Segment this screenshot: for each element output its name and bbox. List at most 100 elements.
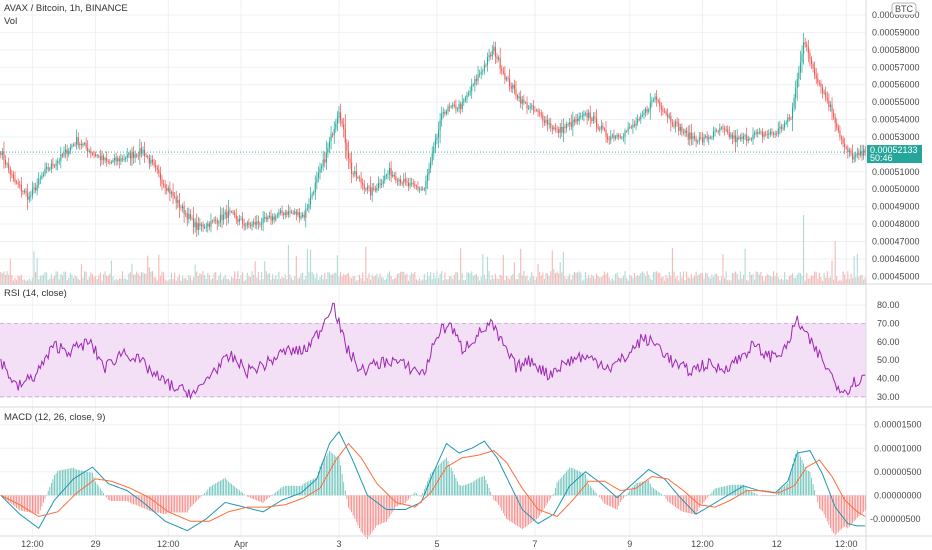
symbol-title[interactable]: AVAX / Bitcoin, 1h, BINANCE <box>4 3 128 14</box>
candle <box>328 136 331 154</box>
volume-bar <box>306 248 308 285</box>
candle <box>456 106 459 113</box>
volume-bar <box>493 278 495 285</box>
candle <box>368 184 370 192</box>
candle <box>61 152 63 159</box>
candle <box>308 198 310 213</box>
volume-bar <box>507 277 509 285</box>
volume-bar <box>720 276 722 285</box>
volume-bar <box>640 273 642 285</box>
volume-bar <box>0 272 2 285</box>
candle <box>319 162 321 180</box>
candle <box>430 157 432 174</box>
volume-bar <box>577 272 579 285</box>
candle <box>343 117 345 138</box>
candle <box>755 129 757 137</box>
candle <box>547 114 549 132</box>
volume-bar <box>864 277 866 285</box>
volume-bar <box>449 276 451 285</box>
candle <box>325 140 327 171</box>
macd-axis[interactable]: 0.00001500 0.00001000 0.00000500 0.00000000… <box>870 420 922 524</box>
volume-bar <box>158 254 160 285</box>
macd-title[interactable]: MACD (12, 26, close, 9) <box>4 412 105 423</box>
candle <box>592 112 594 124</box>
candle <box>276 212 278 219</box>
volume-bar <box>407 280 410 285</box>
volume-bar <box>626 277 628 285</box>
volume-bar <box>47 279 49 285</box>
candle <box>303 210 305 221</box>
volume-bar <box>186 279 188 285</box>
volume-bar <box>679 272 681 285</box>
candle <box>208 221 210 231</box>
volume-bar <box>738 279 740 285</box>
candle <box>20 176 22 198</box>
volume-bar <box>667 277 669 285</box>
candle <box>573 116 575 126</box>
candlestick-series[interactable] <box>0 32 866 238</box>
volume-label[interactable]: Vol <box>4 16 17 27</box>
candle <box>332 132 334 138</box>
volume-bar <box>795 277 797 285</box>
volume-bar <box>22 279 24 285</box>
candle <box>837 124 839 134</box>
volume-bar <box>411 272 413 285</box>
candle <box>791 102 794 132</box>
candle <box>823 89 825 96</box>
volume-bar <box>613 280 615 285</box>
candle <box>27 183 29 211</box>
volume-bar <box>863 279 865 285</box>
price-tick-label: 0.00059000 <box>872 27 920 37</box>
candle <box>569 117 571 131</box>
currency-badge[interactable]: BTC <box>891 2 917 16</box>
candle <box>684 128 686 137</box>
volume-bar <box>262 278 264 285</box>
volume-bar <box>49 278 51 285</box>
candle <box>589 105 591 127</box>
price-tick-label: 0.00045000 <box>872 271 920 281</box>
volume-bar <box>663 280 666 285</box>
volume-bar <box>701 273 703 285</box>
candle <box>178 192 180 218</box>
volume-bar <box>123 278 125 285</box>
candle <box>3 141 5 169</box>
candle <box>106 151 108 167</box>
volume-bar <box>338 276 340 285</box>
candle <box>687 125 689 145</box>
candle <box>504 66 506 84</box>
candle <box>144 141 146 164</box>
volume-bar <box>611 278 613 285</box>
volume-bar <box>431 279 433 285</box>
volume-bar <box>36 258 38 285</box>
volume-bar <box>368 273 370 285</box>
volume-bar <box>520 248 522 285</box>
volume-bar <box>855 277 857 285</box>
volume-bar <box>297 278 299 285</box>
candle <box>374 185 376 193</box>
candle <box>87 140 89 158</box>
volume-bar <box>226 278 228 285</box>
candle <box>55 159 57 171</box>
volume-bar <box>120 278 122 285</box>
rsi-title[interactable]: RSI (14, close) <box>4 288 67 299</box>
volume-bar <box>731 273 734 285</box>
volume-bar <box>619 278 621 285</box>
rsi-axis[interactable]: 80.00 70.00 60.00 50.00 40.00 30.00 <box>877 300 900 402</box>
candle <box>351 151 353 183</box>
candle <box>139 138 141 165</box>
volume-bar <box>352 275 354 285</box>
time-axis[interactable]: 12:00 29 12:00 Apr 3 5 7 9 12:00 12 12:00 <box>21 539 857 549</box>
volume-bar <box>134 274 136 285</box>
candle <box>736 129 738 147</box>
volume-bar <box>319 277 321 285</box>
candle <box>110 160 112 165</box>
rsi-tick-label: 50.00 <box>877 355 900 365</box>
candle <box>596 109 598 133</box>
volume-bar <box>104 271 106 285</box>
candle <box>229 207 231 216</box>
candle <box>441 106 443 127</box>
volume-bar <box>246 272 248 285</box>
candle <box>565 121 568 133</box>
volume-bar <box>656 271 658 285</box>
